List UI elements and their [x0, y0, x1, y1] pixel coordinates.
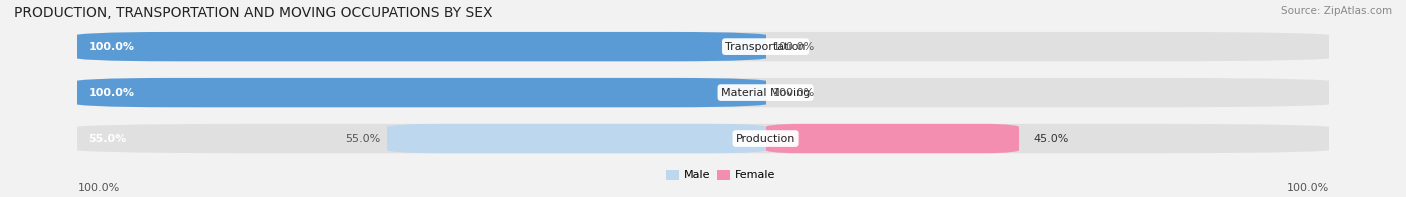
- Legend: Male, Female: Male, Female: [662, 165, 779, 185]
- FancyBboxPatch shape: [384, 124, 769, 153]
- Text: 55.0%: 55.0%: [344, 134, 380, 144]
- Text: 45.0%: 45.0%: [1033, 134, 1069, 144]
- FancyBboxPatch shape: [65, 78, 1341, 107]
- Text: 100.0%: 100.0%: [1286, 183, 1329, 193]
- FancyBboxPatch shape: [763, 124, 1022, 153]
- FancyBboxPatch shape: [70, 32, 772, 61]
- Text: 100.0%: 100.0%: [773, 42, 815, 52]
- Text: Source: ZipAtlas.com: Source: ZipAtlas.com: [1281, 6, 1392, 16]
- FancyBboxPatch shape: [70, 78, 772, 107]
- Text: Transportation: Transportation: [725, 42, 806, 52]
- FancyBboxPatch shape: [65, 32, 1341, 61]
- Text: 100.0%: 100.0%: [89, 42, 135, 52]
- Text: Production: Production: [735, 134, 796, 144]
- Text: 100.0%: 100.0%: [77, 183, 120, 193]
- Text: 100.0%: 100.0%: [773, 88, 815, 98]
- Text: 55.0%: 55.0%: [89, 134, 127, 144]
- Text: Material Moving: Material Moving: [721, 88, 810, 98]
- FancyBboxPatch shape: [65, 124, 1341, 153]
- Text: PRODUCTION, TRANSPORTATION AND MOVING OCCUPATIONS BY SEX: PRODUCTION, TRANSPORTATION AND MOVING OC…: [14, 6, 492, 20]
- Text: 100.0%: 100.0%: [89, 88, 135, 98]
